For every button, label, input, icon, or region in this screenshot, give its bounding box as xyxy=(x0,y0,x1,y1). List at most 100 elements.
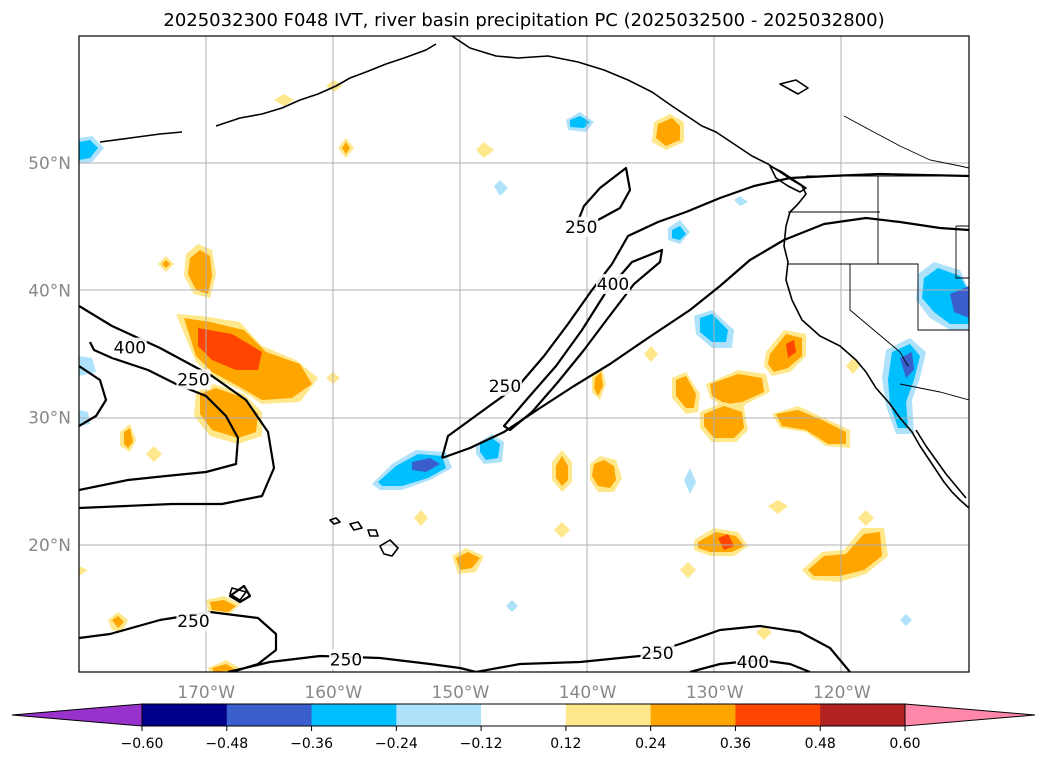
lon-tick-label: 150°W xyxy=(432,683,490,703)
precip-blob xyxy=(768,500,788,514)
precip-blob xyxy=(274,94,294,106)
precip-blob xyxy=(734,196,748,206)
precip-blob xyxy=(554,522,570,538)
colorbar-tick-label: −0.36 xyxy=(290,736,333,752)
precip-blob xyxy=(718,534,734,550)
contour-label-bg xyxy=(176,611,211,632)
lat-tick-label: 50°N xyxy=(28,154,71,174)
precip-blob xyxy=(506,600,518,612)
precip-blob xyxy=(656,118,680,146)
aleutian-coastline xyxy=(99,43,437,143)
state-border xyxy=(788,263,969,331)
lat-tick-label: 40°N xyxy=(28,281,71,301)
contour-label-bg xyxy=(596,274,630,295)
contour-label: 250 xyxy=(489,377,521,397)
ivt-contour-250 xyxy=(574,166,632,228)
ivt-contour-250 xyxy=(79,305,276,510)
precip-blob xyxy=(846,358,860,374)
state-border xyxy=(955,225,969,279)
canada-alaska-border xyxy=(843,115,969,169)
precip-blob xyxy=(570,116,590,128)
longitude-tick-labels: 170°W 160°W 150°W 140°W 130°W 120°W xyxy=(177,683,871,703)
colorbar-extend-max xyxy=(904,703,1036,727)
colorbar-tick-label: 0.36 xyxy=(720,736,751,752)
latitude-tick-labels: 20°N 30°N 40°N 50°N xyxy=(28,154,71,556)
precip-blob xyxy=(456,552,480,570)
lon-tick-label: 140°W xyxy=(559,683,617,703)
hawaii-island xyxy=(329,517,341,525)
contour-label-bg xyxy=(112,337,147,358)
precip-blob xyxy=(412,458,440,472)
precip-blob xyxy=(676,376,696,408)
lon-tick-label: 160°W xyxy=(304,683,362,703)
lat-tick-label: 30°N xyxy=(28,409,71,429)
precip-blob xyxy=(414,510,428,526)
contour-label: 250 xyxy=(177,370,209,390)
precip-blob xyxy=(858,510,874,526)
contour-label: 250 xyxy=(177,612,209,632)
precip-blob xyxy=(950,286,969,318)
hawaii-island xyxy=(367,529,379,537)
alaska-coastline xyxy=(451,36,807,227)
contour-label-bg xyxy=(487,375,522,396)
precip-blob xyxy=(198,328,262,370)
contour-label-bg xyxy=(176,369,211,390)
precip-blob xyxy=(146,446,162,462)
colorbar-tick-label: 0.48 xyxy=(805,736,836,752)
colorbar-tick-label: 0.60 xyxy=(889,736,920,752)
island xyxy=(229,587,247,601)
precip-blob xyxy=(476,142,494,158)
colorbar-frame xyxy=(141,703,906,727)
map-gridlines xyxy=(79,36,969,672)
colorbar-segment xyxy=(650,704,736,726)
colorbar: −0.60 −0.48 −0.36 −0.24 −0.12 0.12 0.24 0.36 0.4… xyxy=(11,703,1036,752)
ivt-contour-250 xyxy=(440,172,969,459)
colorbar-segment xyxy=(735,704,821,726)
contour-label: 250 xyxy=(565,218,597,238)
precip-blob xyxy=(756,626,772,640)
state-border xyxy=(849,264,909,367)
precip-blob xyxy=(710,374,764,404)
precip-blob xyxy=(680,562,696,578)
colorbar-tick-label: −0.60 xyxy=(121,736,164,752)
precip-blob xyxy=(644,346,658,362)
ivt-contours xyxy=(79,166,969,672)
precip-blob xyxy=(124,428,133,448)
ivt-contour-250 xyxy=(227,654,477,672)
colorbar-segment xyxy=(142,704,228,726)
colorbar-segment xyxy=(311,704,397,726)
ivt-contour-400 xyxy=(502,248,664,432)
precip-blob xyxy=(342,142,350,154)
precip-blob xyxy=(79,140,98,160)
colorbar-extend-min xyxy=(11,703,143,727)
contour-label-bg xyxy=(640,642,675,663)
precip-blob xyxy=(900,614,912,626)
lon-tick-label: 130°W xyxy=(686,683,744,703)
precip-blob xyxy=(210,600,236,612)
hawaii-island xyxy=(349,521,363,531)
contour-label-bg xyxy=(564,216,599,237)
colorbar-tick-label: −0.24 xyxy=(375,736,418,752)
map-frame xyxy=(78,35,970,673)
chart-title: 2025032300 F048 IVT, river basin precipi… xyxy=(163,10,884,31)
contour-label-bg xyxy=(735,651,770,672)
precip-blob xyxy=(79,566,88,576)
contour-label: 400 xyxy=(597,275,629,295)
ivt-contour-250 xyxy=(79,610,278,672)
precip-blob xyxy=(79,356,96,376)
ivt-contour-labels: 250 400 250 400 250 250 250 250 400 xyxy=(112,216,770,673)
colorbar-tick-label: 0.12 xyxy=(550,736,581,752)
ivt-contour-250 xyxy=(79,365,108,427)
precip-blob xyxy=(480,438,500,460)
contour-label: 400 xyxy=(737,653,769,673)
colorbar-segment xyxy=(481,704,567,726)
contour-label: 250 xyxy=(330,650,362,670)
precip-blob xyxy=(786,340,796,358)
colorbar-segment xyxy=(820,704,906,726)
precip-blob xyxy=(684,468,696,494)
na-west-coastline xyxy=(783,225,969,509)
coastlines xyxy=(99,36,969,601)
precip-blob xyxy=(212,664,236,672)
precip-blob xyxy=(672,226,686,240)
